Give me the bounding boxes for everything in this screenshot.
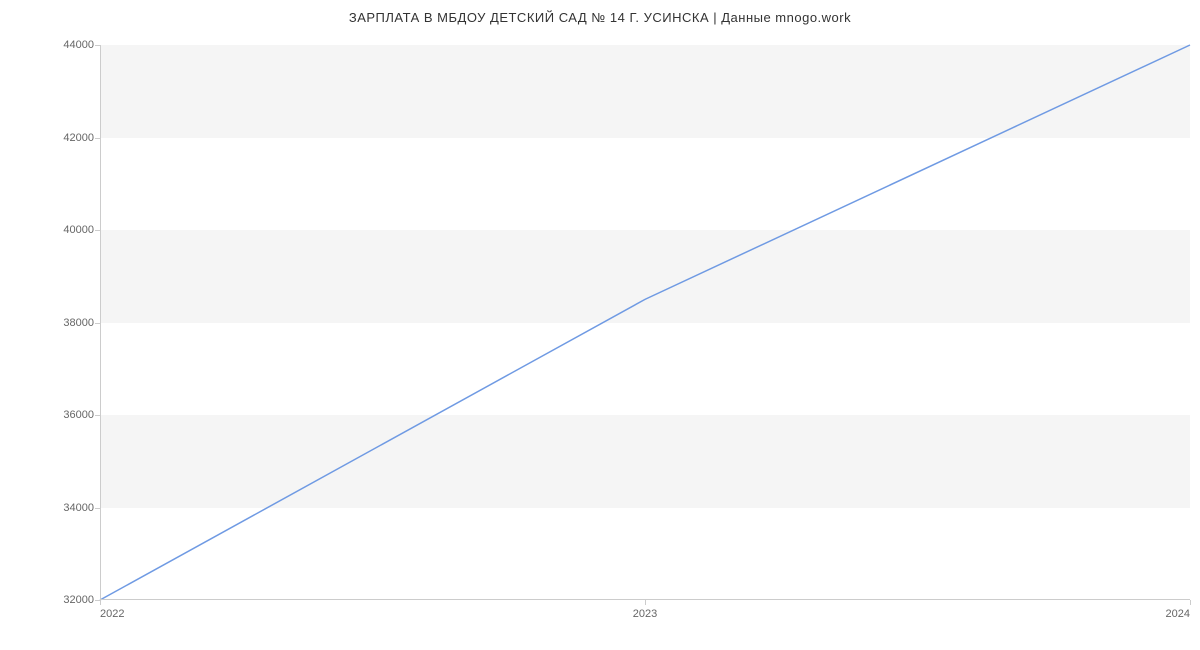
x-tick-label: 2024: [1166, 608, 1190, 620]
x-tick-label: 2022: [100, 608, 124, 620]
y-tick-mark: [95, 138, 100, 139]
chart-title: ЗАРПЛАТА В МБДОУ ДЕТСКИЙ САД № 14 Г. УСИ…: [0, 10, 1200, 25]
y-tick-mark: [95, 508, 100, 509]
x-tick-mark: [1190, 600, 1191, 605]
y-tick-label: 38000: [34, 317, 94, 329]
y-tick-mark: [95, 45, 100, 46]
y-tick-label: 42000: [34, 132, 94, 144]
series-line-salary: [100, 45, 1190, 600]
line-series-svg: [100, 45, 1190, 600]
plot-area: [100, 45, 1190, 600]
x-tick-mark: [645, 600, 646, 605]
y-tick-label: 34000: [34, 502, 94, 514]
y-tick-mark: [95, 323, 100, 324]
plot-border-left: [100, 45, 101, 600]
x-tick-label: 2023: [633, 608, 657, 620]
y-tick-mark: [95, 230, 100, 231]
y-tick-label: 36000: [34, 409, 94, 421]
y-tick-label: 44000: [34, 39, 94, 51]
y-tick-label: 32000: [34, 594, 94, 606]
x-tick-mark: [100, 600, 101, 605]
y-tick-label: 40000: [34, 224, 94, 236]
y-tick-mark: [95, 415, 100, 416]
